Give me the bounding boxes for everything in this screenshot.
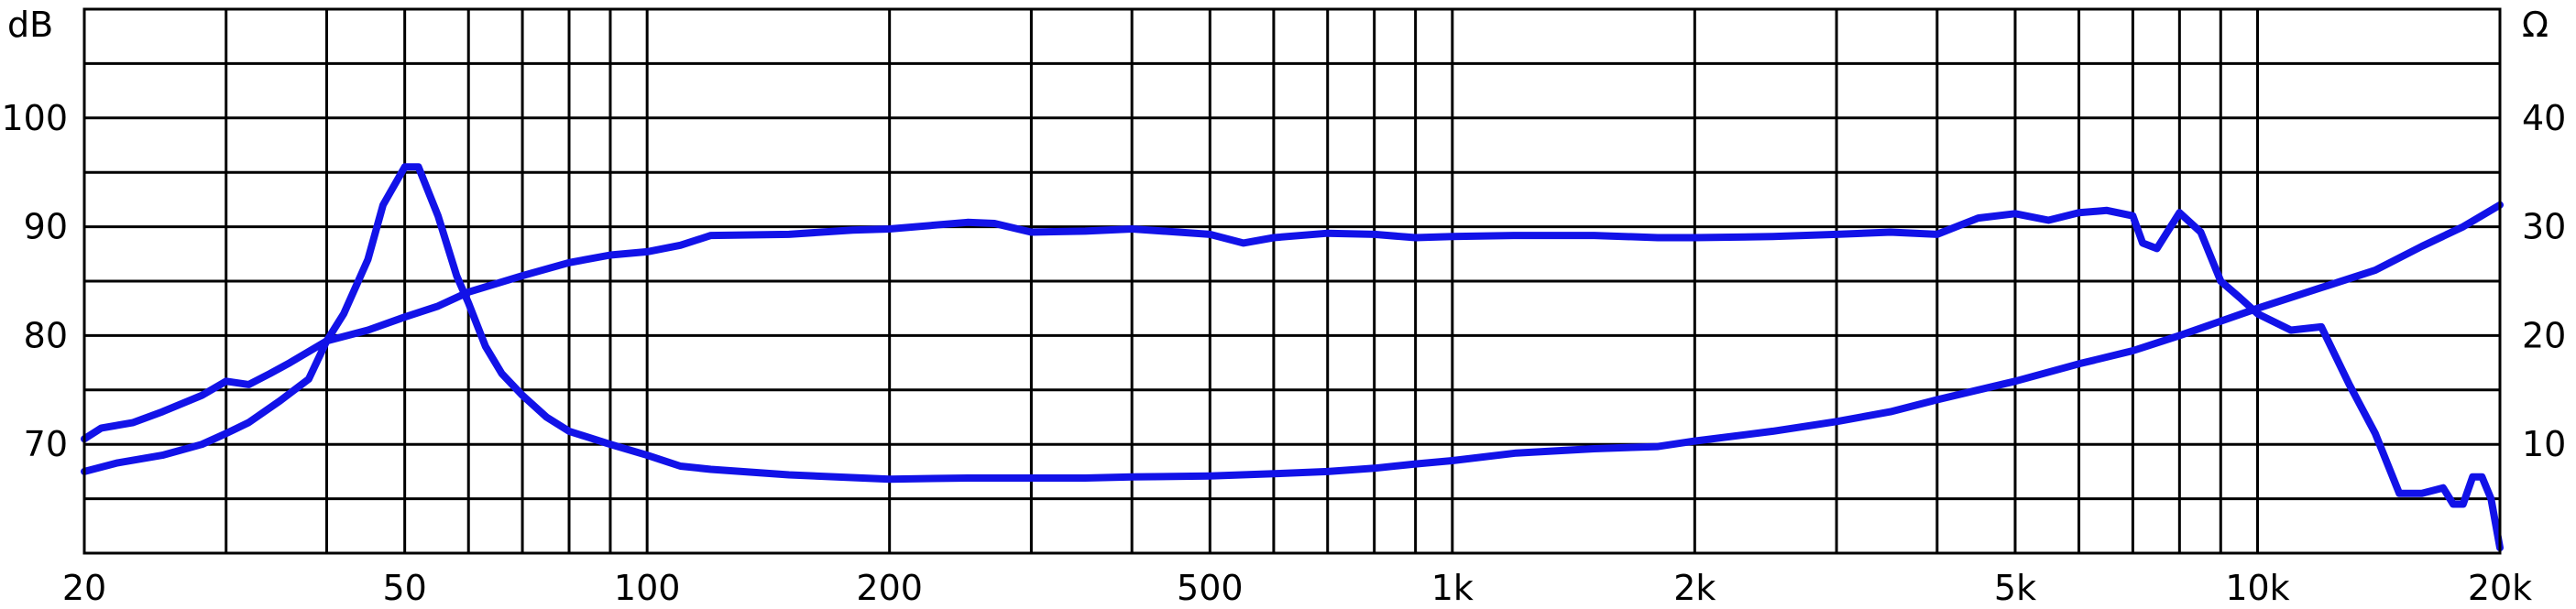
x-tick-label: 5k	[1994, 568, 2036, 608]
y-left-tick-label: 90	[24, 207, 68, 247]
curves	[81, 163, 2504, 552]
plot-frame	[82, 7, 2502, 555]
y-right-unit-label: Ω	[2522, 5, 2549, 45]
y-right-tick-label: 10	[2522, 424, 2566, 464]
x-tick-label: 10k	[2225, 568, 2289, 608]
x-tick-label: 20k	[2468, 568, 2532, 608]
x-tick-label: 500	[1177, 568, 1244, 608]
x-tick-label: 100	[614, 568, 681, 608]
y-right-tick-label: 40	[2522, 98, 2566, 138]
series-line-1	[81, 163, 2504, 484]
y-right-tick-label: 20	[2522, 315, 2566, 355]
y-right-tick-label: 30	[2522, 207, 2566, 247]
x-tick-label: 50	[382, 568, 426, 608]
x-tick-label: 1k	[1431, 568, 1474, 608]
y-left-tick-label: 70	[24, 424, 68, 464]
x-tick-label: 20	[62, 568, 106, 608]
series-line-2	[81, 206, 2504, 552]
y-left-tick-label: 80	[24, 315, 68, 355]
y-left-unit-label: dB	[7, 5, 53, 45]
x-tick-label: 200	[856, 568, 923, 608]
y-left-tick-label: 100	[1, 98, 68, 138]
x-tick-label: 2k	[1673, 568, 1716, 608]
axis-labels: dB Ω 20 50 100 200 500 1k 2k 5k 10k 20k 70 80 90 100 1…	[1, 5, 2566, 608]
